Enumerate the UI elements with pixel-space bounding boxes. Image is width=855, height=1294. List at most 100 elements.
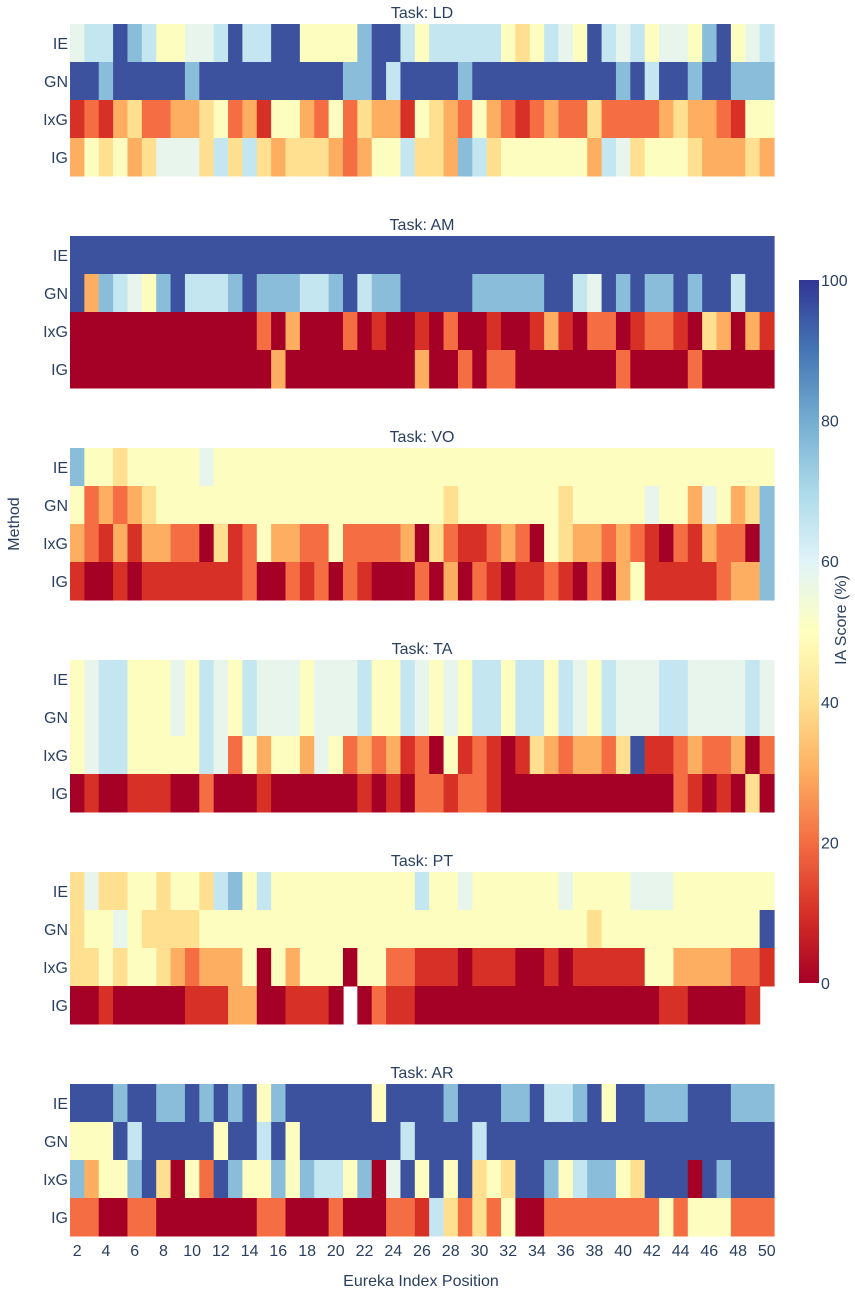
heatmap-cell: [400, 948, 416, 987]
heatmap-cell: [730, 910, 746, 949]
heatmap-cell: [457, 660, 473, 699]
heatmap-cell: [601, 1198, 617, 1237]
heatmap-cell: [457, 138, 473, 177]
heatmap-cell: [314, 100, 330, 139]
heatmap-cell: [644, 562, 660, 601]
heatmap-cell: [371, 872, 387, 911]
heatmap-cell: [759, 100, 775, 139]
heatmap-cell: [486, 236, 502, 275]
heatmap-cell: [84, 948, 100, 987]
heatmap-cell: [386, 1160, 402, 1199]
heatmap-cell: [141, 1122, 157, 1161]
colorbar-tick-label: 20: [821, 835, 839, 852]
heatmap-cell: [98, 62, 114, 101]
heatmap-cell: [486, 660, 502, 699]
heatmap-cell: [745, 910, 761, 949]
heatmap-cell: [687, 312, 703, 351]
heatmap-cell: [457, 524, 473, 563]
heatmap-cell: [673, 138, 689, 177]
heatmap-cell: [615, 660, 631, 699]
heatmap-cell: [213, 948, 229, 987]
heatmap-cell: [328, 138, 344, 177]
heatmap-cell: [501, 948, 516, 987]
heatmap-cell: [386, 62, 402, 101]
heatmap-cell: [299, 660, 315, 699]
heatmap-cell: [314, 872, 330, 911]
heatmap-cell: [529, 24, 545, 63]
heatmap-cell: [457, 774, 473, 813]
row-label: IxG: [43, 536, 68, 553]
heatmap-cell: [759, 236, 775, 275]
heatmap-cell: [630, 910, 646, 949]
heatmap-cell: [457, 312, 473, 351]
heatmap-cell: [314, 1084, 330, 1123]
heatmap-cell: [644, 910, 660, 949]
heatmap-cell: [429, 872, 445, 911]
heatmap-cell: [400, 62, 416, 101]
heatmap-cell: [472, 910, 488, 949]
heatmap-cell: [328, 1084, 344, 1123]
heatmap-cell: [558, 1122, 574, 1161]
heatmap-cell: [730, 562, 746, 601]
heatmap-cell: [572, 100, 588, 139]
heatmap-cell: [615, 774, 631, 813]
heatmap-cell: [113, 698, 129, 737]
heatmap-cell: [673, 448, 689, 487]
heatmap-cell: [630, 350, 646, 389]
heatmap-cell: [486, 274, 502, 313]
heatmap-cell: [400, 698, 416, 737]
heatmap-cell: [84, 24, 100, 63]
heatmap-cell: [228, 100, 244, 139]
heatmap-cell: [601, 736, 617, 775]
heatmap-cell: [501, 62, 516, 101]
heatmap-cell: [357, 986, 373, 1025]
heatmap-cell: [745, 774, 761, 813]
heatmap-cell: [414, 100, 430, 139]
heatmap-cell: [400, 312, 416, 351]
heatmap-cell: [486, 524, 502, 563]
heatmap-cell: [98, 660, 114, 699]
heatmap-cell: [515, 524, 531, 563]
heatmap-cell: [687, 910, 703, 949]
heatmap-cell: [328, 350, 344, 389]
heatmap-cell: [199, 448, 215, 487]
heatmap-cell: [113, 100, 129, 139]
heatmap-cell: [113, 1198, 129, 1237]
heatmap-cell: [745, 486, 761, 525]
heatmap-cell: [184, 524, 200, 563]
heatmap-cell: [199, 910, 215, 949]
heatmap-cell: [400, 236, 416, 275]
heatmap-cell: [141, 448, 157, 487]
heatmap-cell: [156, 660, 172, 699]
heatmap-cell: [472, 236, 488, 275]
heatmap-cell: [256, 350, 272, 389]
heatmap-cell: [702, 562, 718, 601]
heatmap-cell: [716, 138, 732, 177]
heatmap-cell: [659, 1160, 675, 1199]
heatmap-cell: [170, 24, 186, 63]
heatmap-cell: [156, 698, 172, 737]
heatmap-cell: [285, 986, 301, 1025]
heatmap-cell: [357, 312, 373, 351]
x-tick-label: 8: [159, 1243, 168, 1260]
heatmap-cell: [228, 660, 244, 699]
heatmap-cell: [572, 350, 588, 389]
heatmap-cell: [113, 138, 129, 177]
heatmap-cell: [644, 986, 660, 1025]
heatmap-cell: [759, 774, 775, 813]
heatmap-cell: [587, 986, 603, 1025]
heatmap-cell: [357, 24, 373, 63]
heatmap-cell: [486, 736, 502, 775]
heatmap-cell: [544, 910, 560, 949]
heatmap-cell: [443, 698, 459, 737]
heatmap-cell: [98, 872, 114, 911]
heatmap-cell: [486, 312, 502, 351]
heatmap-cell: [630, 986, 646, 1025]
heatmap-cell: [457, 698, 473, 737]
heatmap-cell: [242, 1198, 258, 1237]
heatmap-cell: [141, 1084, 157, 1123]
heatmap-cell: [486, 910, 502, 949]
heatmap-cell: [414, 736, 430, 775]
heatmap-cell: [271, 486, 287, 525]
